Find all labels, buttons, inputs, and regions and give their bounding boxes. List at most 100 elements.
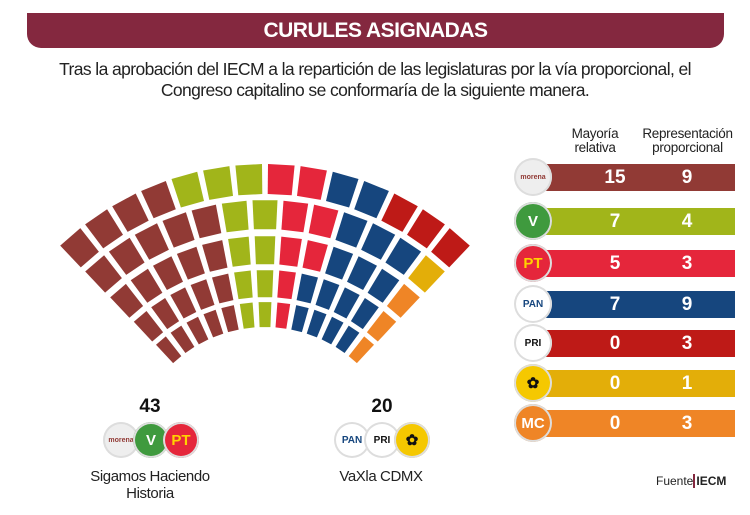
seat-morena: [85, 209, 123, 249]
seat-MC: [366, 311, 397, 342]
coalition-2-logos: PAN PRI ✿: [334, 422, 434, 460]
source-name: IECM: [693, 474, 727, 488]
party-row-morena: 15 9: [540, 164, 735, 191]
col2-line1: Representación: [642, 126, 733, 141]
seat-PAN: [315, 279, 340, 310]
representacion-value: 4: [681, 211, 693, 232]
coalition-1-name-line2: Historia: [126, 485, 174, 502]
seat-PT: [267, 164, 295, 196]
prd-logo-icon: ✿: [514, 364, 552, 402]
seat-PVEM: [171, 171, 204, 208]
seat-morena: [162, 212, 195, 248]
subtitle-line-2: Congreso capitalino se conformaría de la…: [160, 80, 590, 100]
seat-morena: [134, 223, 169, 260]
column-header-representacion: Representación proporcional: [635, 127, 740, 155]
representacion-value: 1: [681, 373, 693, 394]
seat-morena: [221, 305, 239, 333]
seat-morena: [156, 336, 182, 364]
seat-PAN: [325, 246, 354, 280]
mayoria-value: 5: [609, 253, 621, 274]
seat-PT: [277, 270, 296, 300]
seat-PVEM: [235, 164, 263, 196]
seat-morena: [153, 256, 183, 290]
coalition-1-name: Sigamos Haciendo Historia: [75, 468, 225, 502]
seat-PVEM: [252, 200, 278, 230]
seat-PRI: [431, 228, 470, 268]
subtitle-line-1: Tras la aprobación del IECM a la reparti…: [59, 59, 691, 79]
seat-morena: [60, 228, 99, 268]
coalition-1-name-line1: Sigamos Haciendo: [90, 468, 210, 485]
mayoria-value: 0: [609, 373, 621, 394]
seat-morena: [133, 311, 164, 342]
coalition-2-seats: 20: [371, 396, 393, 417]
seat-PVEM: [203, 166, 233, 200]
column-header-mayoria: Mayoría relativa: [555, 127, 635, 155]
seat-PAN: [350, 298, 379, 330]
seat-PAN: [306, 309, 327, 338]
col1-line2: relativa: [574, 140, 616, 155]
seat-PAN: [385, 237, 422, 275]
representacion-value: 3: [681, 413, 693, 434]
seat-PVEM: [256, 270, 274, 298]
seat-PVEM: [254, 236, 276, 265]
seat-PRI: [407, 209, 445, 249]
seat-PAN: [347, 256, 377, 290]
seat-PT: [297, 166, 327, 200]
seat-PAN: [296, 273, 318, 304]
seat-PAN: [321, 316, 344, 345]
seat-PVEM: [258, 302, 272, 328]
col2-line2: proporcional: [652, 140, 723, 155]
seat-morena: [203, 309, 224, 338]
mayoria-value: 7: [609, 294, 621, 315]
seat-morena: [130, 268, 163, 303]
pt-logo-icon: PT: [514, 244, 552, 282]
seat-morena: [85, 255, 122, 293]
pvem-logo-icon: V: [514, 202, 552, 240]
seat-morena: [112, 193, 149, 232]
seat-morena: [170, 287, 197, 319]
pri-logo-icon: PRI: [514, 324, 552, 362]
representacion-value: 3: [681, 253, 693, 274]
coalition-2-name: VaXla CDMX: [306, 468, 456, 485]
seat-morena: [202, 240, 228, 272]
seat-PT: [279, 236, 302, 267]
seat-PT: [275, 302, 291, 329]
seat-PVEM: [239, 302, 255, 329]
seat-morena: [110, 283, 144, 318]
seat-morena: [141, 181, 176, 219]
seat-PVEM: [228, 236, 251, 267]
morena-logo-icon: morena: [514, 158, 552, 196]
coalition-1-seats: 43: [139, 396, 161, 417]
seat-morena: [151, 298, 180, 330]
seat-morena: [170, 325, 195, 353]
seat-PAN: [291, 305, 309, 333]
mayoria-value: 15: [604, 167, 626, 188]
seat-PT: [308, 204, 339, 239]
pan-logo-icon: PAN: [514, 285, 552, 323]
seat-morena: [108, 237, 145, 275]
prd-logo-icon: ✿: [394, 422, 430, 458]
mc-logo-icon: MC: [514, 404, 552, 442]
pt-logo-icon: PT: [163, 422, 199, 458]
source-credit: Fuente IECM: [656, 474, 727, 488]
seat-morena: [190, 279, 215, 310]
seat-PAN: [335, 325, 360, 353]
mayoria-value: 0: [609, 413, 621, 434]
source-label: Fuente: [656, 474, 694, 488]
representacion-value: 9: [681, 294, 693, 315]
seat-PAN: [335, 212, 368, 248]
title-banner: CURULES ASIGNADAS: [27, 13, 724, 48]
seat-PRI: [381, 193, 418, 232]
coalition-2-name-line1: VaXla CDMX: [339, 468, 423, 485]
seat-PAN: [367, 268, 400, 303]
seat-PAN: [333, 287, 360, 319]
seat-MC: [348, 336, 374, 364]
seat-PAN: [361, 223, 396, 260]
seat-PT: [281, 200, 309, 233]
